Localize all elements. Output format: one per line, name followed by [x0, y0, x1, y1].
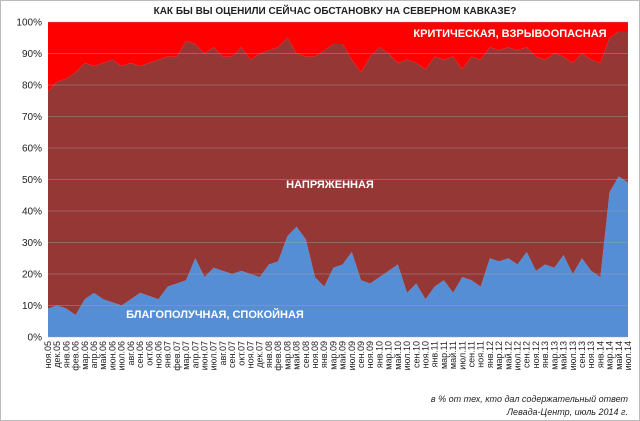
series-label: НАПРЯЖЕННАЯ — [286, 179, 374, 191]
y-tick-label: 100% — [16, 18, 42, 29]
series-label: КРИТИЧЕСКАЯ, ВЗРЫВООПАСНАЯ — [413, 28, 606, 40]
x-tick-label: апр.06 — [89, 341, 99, 368]
x-tick-label: сен.10 — [411, 341, 421, 368]
x-tick-label: окт.07 — [236, 341, 246, 366]
x-tick-label: мар.13 — [549, 341, 559, 370]
y-tick-label: 80% — [22, 81, 42, 92]
x-tick-label: янв.14 — [595, 341, 605, 368]
x-tick-label: янв.10 — [374, 341, 384, 368]
y-tick-label: 10% — [22, 301, 42, 312]
x-tick-label: окт.06 — [144, 341, 154, 366]
x-tick-label: сен.07 — [227, 341, 237, 368]
x-tick-label: фев.07 — [172, 341, 182, 371]
x-tick-label: авг.07 — [218, 341, 228, 365]
x-tick-label: ноя.10 — [420, 341, 430, 368]
y-tick-label: 40% — [22, 207, 42, 218]
x-tick-label: сен.09 — [356, 341, 366, 368]
area — [48, 22, 628, 92]
x-tick-label: янв.08 — [264, 341, 274, 368]
x-tick-label: май.10 — [393, 341, 403, 370]
x-tick-label: май.09 — [338, 341, 348, 370]
x-tick-label: ноя.05 — [43, 341, 53, 368]
x-tick-label: май.13 — [559, 341, 569, 370]
x-tick-label: авг.06 — [126, 341, 136, 365]
x-tick-label: сен.06 — [135, 341, 145, 368]
x-tick-label: янв.13 — [540, 341, 550, 368]
x-tick-label: фев.08 — [273, 341, 283, 371]
x-tick-label: ноя.09 — [365, 341, 375, 368]
x-tick-label: июл.07 — [209, 341, 219, 370]
x-tick-label: май.14 — [614, 341, 624, 370]
x-tick-label: ноя.13 — [586, 341, 596, 368]
x-tick-label: мар.12 — [494, 341, 504, 370]
y-tick-label: 50% — [22, 175, 42, 186]
x-tick-label: апр.07 — [190, 341, 200, 368]
x-tick-label: сен.12 — [522, 341, 532, 368]
x-tick-label: май.06 — [98, 341, 108, 370]
x-tick-label: дек.07 — [255, 341, 265, 368]
y-tick-label: 60% — [22, 144, 42, 155]
x-tick-label: мар.11 — [439, 341, 449, 369]
x-tick-label: сен.13 — [577, 341, 587, 368]
x-tick-label: июл.14 — [623, 341, 633, 370]
x-tick-label: дек.05 — [52, 341, 62, 368]
x-tick-label: ноя.07 — [246, 341, 256, 368]
x-tick-label: мар.10 — [384, 341, 394, 370]
x-tick-label: мар.07 — [181, 341, 191, 370]
y-tick-label: 70% — [22, 112, 42, 123]
x-tick-label: янв.12 — [485, 341, 495, 368]
x-tick-label: июл.11 — [457, 341, 467, 370]
y-tick-label: 20% — [22, 270, 42, 281]
x-tick-label: июн.07 — [200, 341, 210, 370]
x-tick-label: ноя.12 — [531, 341, 541, 368]
x-tick-label: янв.06 — [61, 341, 71, 368]
x-tick-label: май.12 — [503, 341, 513, 370]
chart-title: КАК БЫ ВЫ ОЦЕНИЛИ СЕЙЧАС ОБСТАНОВКУ НА С… — [154, 4, 517, 17]
y-tick-label: 30% — [22, 238, 42, 249]
x-tick-label: июл.09 — [347, 341, 357, 370]
y-tick-label: 0% — [28, 333, 43, 344]
series-label: БЛАГОПОЛУЧНАЯ, СПОКОЙНАЯ — [126, 308, 304, 321]
x-tick-label: мар.14 — [605, 341, 615, 370]
x-tick-label: июл.12 — [513, 341, 523, 370]
x-tick-label: фев.06 — [71, 341, 81, 371]
x-tick-label: янв.09 — [319, 341, 329, 368]
x-tick-label: ноя.06 — [153, 341, 163, 368]
x-tick-label: июл.06 — [117, 341, 127, 370]
x-tick-label: янв.07 — [163, 341, 173, 368]
x-tick-label: сен.11 — [466, 341, 476, 367]
x-tick-label: мар.08 — [282, 341, 292, 370]
area — [48, 176, 628, 337]
x-tick-label: ноя.11 — [476, 341, 486, 368]
x-tick-label: ноя.08 — [310, 341, 320, 368]
x-tick-label: июн.06 — [107, 341, 117, 370]
x-tick-label: май.08 — [292, 341, 302, 370]
note: Левада-Центр, июль 2014 г. — [506, 407, 628, 417]
x-tick-label: сен.08 — [301, 341, 311, 368]
x-tick-label: июл.13 — [568, 341, 578, 370]
x-tick-label: июл.10 — [402, 341, 412, 370]
x-tick-label: май.11 — [448, 341, 458, 369]
y-tick-label: 90% — [22, 49, 42, 60]
x-tick-label: мар.09 — [328, 341, 338, 370]
x-tick-label: мар.06 — [80, 341, 90, 370]
area — [48, 31, 628, 315]
note: в % от тех, кто дал содержательный ответ — [431, 394, 629, 404]
x-tick-label: янв.11 — [430, 341, 440, 367]
